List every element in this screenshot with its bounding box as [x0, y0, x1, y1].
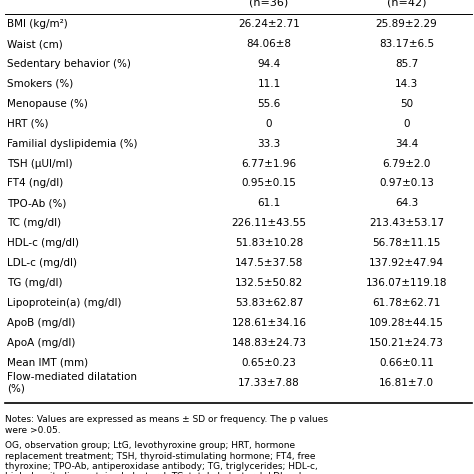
Text: 26.24±2.71: 26.24±2.71 — [238, 19, 300, 29]
Text: Flow-mediated dilatation
(%): Flow-mediated dilatation (%) — [7, 372, 137, 393]
Text: 53.83±62.87: 53.83±62.87 — [235, 298, 303, 308]
Text: TSH (μUI/ml): TSH (μUI/ml) — [7, 158, 73, 169]
Text: 64.3: 64.3 — [395, 198, 418, 209]
Text: TG (mg/dl): TG (mg/dl) — [7, 278, 63, 288]
Text: 84.06±8: 84.06±8 — [246, 39, 292, 49]
Text: 61.78±62.71: 61.78±62.71 — [372, 298, 441, 308]
Text: 0.66±0.11: 0.66±0.11 — [379, 357, 434, 368]
Text: BMI (kg/m²): BMI (kg/m²) — [7, 19, 68, 29]
Text: 0.65±0.23: 0.65±0.23 — [242, 357, 296, 368]
Text: ApoA (mg/dl): ApoA (mg/dl) — [7, 337, 75, 348]
Text: 94.4: 94.4 — [257, 59, 281, 69]
Text: 14.3: 14.3 — [395, 79, 418, 89]
Text: HDL-c (mg/dl): HDL-c (mg/dl) — [7, 238, 79, 248]
Text: 50: 50 — [400, 99, 413, 109]
Text: 61.1: 61.1 — [257, 198, 281, 209]
Text: OG, observation group; LtG, levothyroxine group; HRT, hormone
replacement treatm: OG, observation group; LtG, levothyroxin… — [5, 441, 318, 474]
Text: 85.7: 85.7 — [395, 59, 418, 69]
Text: OG
(n=42): OG (n=42) — [387, 0, 426, 7]
Text: ApoB (mg/dl): ApoB (mg/dl) — [7, 318, 75, 328]
Text: Smokers (%): Smokers (%) — [7, 79, 73, 89]
Text: 0.97±0.13: 0.97±0.13 — [379, 178, 434, 189]
Text: Notes: Values are expressed as means ± SD or frequency. The p values
were >0.05.: Notes: Values are expressed as means ± S… — [5, 415, 328, 435]
Text: 56.78±11.15: 56.78±11.15 — [372, 238, 441, 248]
Text: Sedentary behavior (%): Sedentary behavior (%) — [7, 59, 131, 69]
Text: 132.5±50.82: 132.5±50.82 — [235, 278, 303, 288]
Text: 33.3: 33.3 — [257, 138, 281, 149]
Text: Familial dyslipidemia (%): Familial dyslipidemia (%) — [7, 138, 137, 149]
Text: LtG
(n=36): LtG (n=36) — [249, 0, 289, 7]
Text: 83.17±6.5: 83.17±6.5 — [379, 39, 434, 49]
Text: 213.43±53.17: 213.43±53.17 — [369, 218, 444, 228]
Text: Waist (cm): Waist (cm) — [7, 39, 63, 49]
Text: TC (mg/dl): TC (mg/dl) — [7, 218, 61, 228]
Text: 109.28±44.15: 109.28±44.15 — [369, 318, 444, 328]
Text: 17.33±7.88: 17.33±7.88 — [238, 377, 300, 388]
Text: 25.89±2.29: 25.89±2.29 — [375, 19, 438, 29]
Text: 148.83±24.73: 148.83±24.73 — [231, 337, 307, 348]
Text: 16.81±7.0: 16.81±7.0 — [379, 377, 434, 388]
Text: 137.92±47.94: 137.92±47.94 — [369, 258, 444, 268]
Text: 128.61±34.16: 128.61±34.16 — [231, 318, 307, 328]
Text: TPO-Ab (%): TPO-Ab (%) — [7, 198, 66, 209]
Text: 226.11±43.55: 226.11±43.55 — [231, 218, 307, 228]
Text: Menopause (%): Menopause (%) — [7, 99, 88, 109]
Text: 11.1: 11.1 — [257, 79, 281, 89]
Text: 150.21±24.73: 150.21±24.73 — [369, 337, 444, 348]
Text: Lipoprotein(a) (mg/dl): Lipoprotein(a) (mg/dl) — [7, 298, 122, 308]
Text: HRT (%): HRT (%) — [7, 118, 49, 129]
Text: 0.95±0.15: 0.95±0.15 — [242, 178, 296, 189]
Text: Mean IMT (mm): Mean IMT (mm) — [7, 357, 88, 368]
Text: LDL-c (mg/dl): LDL-c (mg/dl) — [7, 258, 77, 268]
Text: 136.07±119.18: 136.07±119.18 — [366, 278, 447, 288]
Text: 34.4: 34.4 — [395, 138, 418, 149]
Text: 0: 0 — [403, 118, 410, 129]
Text: 147.5±37.58: 147.5±37.58 — [235, 258, 303, 268]
Text: FT4 (ng/dl): FT4 (ng/dl) — [7, 178, 64, 189]
Text: 0: 0 — [266, 118, 272, 129]
Text: 6.79±2.0: 6.79±2.0 — [382, 158, 431, 169]
Text: 51.83±10.28: 51.83±10.28 — [235, 238, 303, 248]
Text: 6.77±1.96: 6.77±1.96 — [241, 158, 297, 169]
Text: 55.6: 55.6 — [257, 99, 281, 109]
